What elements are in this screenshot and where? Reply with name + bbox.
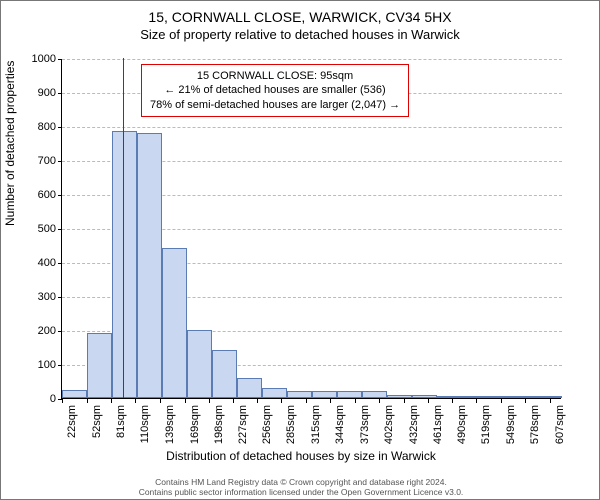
- xtick-mark: [209, 399, 210, 403]
- histogram-bar: [462, 396, 487, 398]
- ytick-label: 400: [16, 257, 56, 269]
- histogram-bar: [112, 131, 137, 398]
- xtick-label: 607sqm: [554, 405, 566, 444]
- xtick-mark: [330, 399, 331, 403]
- xtick-label: 256sqm: [261, 405, 273, 444]
- gridline: [62, 59, 562, 60]
- xtick-mark: [185, 399, 186, 403]
- xtick-label: 198sqm: [213, 405, 225, 444]
- histogram-bar: [287, 391, 312, 398]
- xtick-label: 549sqm: [505, 405, 517, 444]
- xtick-label: 578sqm: [529, 405, 541, 444]
- ytick-label: 0: [16, 393, 56, 405]
- ytick-mark: [58, 365, 62, 366]
- xtick-label: 373sqm: [359, 405, 371, 444]
- xtick-mark: [404, 399, 405, 403]
- page-title: 15, CORNWALL CLOSE, WARWICK, CV34 5HX: [1, 9, 599, 25]
- annotation-line: ← 21% of detached houses are smaller (53…: [150, 83, 400, 97]
- ytick-label: 800: [16, 121, 56, 133]
- ytick-label: 500: [16, 223, 56, 235]
- xtick-mark: [476, 399, 477, 403]
- plot-area: 0100200300400500600700800900100022sqm52s…: [61, 59, 561, 399]
- ytick-mark: [58, 297, 62, 298]
- histogram-bar: [162, 248, 187, 398]
- xtick-mark: [550, 399, 551, 403]
- xtick-label: 169sqm: [189, 405, 201, 444]
- histogram-bar: [537, 396, 562, 398]
- annotation-line: 78% of semi-detached houses are larger (…: [150, 98, 400, 112]
- xtick-label: 139sqm: [164, 405, 176, 444]
- histogram-bar: [262, 388, 287, 398]
- histogram-bar: [362, 391, 387, 398]
- footer: Contains HM Land Registry data © Crown c…: [1, 477, 600, 497]
- x-axis-label: Distribution of detached houses by size …: [1, 449, 600, 463]
- xtick-mark: [452, 399, 453, 403]
- xtick-label: 227sqm: [237, 405, 249, 444]
- xtick-label: 81sqm: [115, 405, 127, 438]
- xtick-label: 285sqm: [285, 405, 297, 444]
- xtick-mark: [62, 399, 63, 403]
- xtick-mark: [525, 399, 526, 403]
- xtick-label: 52sqm: [91, 405, 103, 438]
- histogram-bar: [512, 396, 537, 398]
- xtick-label: 402sqm: [383, 405, 395, 444]
- histogram-bar: [187, 330, 212, 398]
- xtick-mark: [355, 399, 356, 403]
- gridline: [62, 127, 562, 128]
- xtick-mark: [233, 399, 234, 403]
- y-axis-label: Number of detached properties: [3, 61, 17, 226]
- ytick-label: 700: [16, 155, 56, 167]
- footer-line-2: Contains public sector information licen…: [1, 487, 600, 497]
- xtick-mark: [160, 399, 161, 403]
- xtick-label: 110sqm: [139, 405, 151, 443]
- ytick-label: 200: [16, 325, 56, 337]
- ytick-mark: [58, 229, 62, 230]
- annotation-line: 15 CORNWALL CLOSE: 95sqm: [150, 69, 400, 83]
- xtick-label: 490sqm: [456, 405, 468, 444]
- ytick-label: 900: [16, 87, 56, 99]
- xtick-mark: [428, 399, 429, 403]
- ytick-label: 300: [16, 291, 56, 303]
- ytick-mark: [58, 331, 62, 332]
- histogram-bar: [487, 396, 512, 398]
- xtick-label: 461sqm: [432, 405, 444, 444]
- histogram-bar: [87, 333, 112, 398]
- xtick-mark: [135, 399, 136, 403]
- ytick-mark: [58, 161, 62, 162]
- xtick-label: 432sqm: [408, 405, 420, 444]
- ytick-mark: [58, 263, 62, 264]
- xtick-mark: [281, 399, 282, 403]
- ytick-mark: [58, 127, 62, 128]
- annotation-box: 15 CORNWALL CLOSE: 95sqm← 21% of detache…: [141, 64, 409, 117]
- xtick-mark: [379, 399, 380, 403]
- ytick-label: 600: [16, 189, 56, 201]
- histogram-bar: [312, 391, 337, 398]
- xtick-mark: [501, 399, 502, 403]
- xtick-label: 22sqm: [66, 405, 78, 438]
- histogram-bar: [387, 395, 412, 398]
- ytick-mark: [58, 59, 62, 60]
- histogram-bar: [337, 391, 362, 398]
- chart-container: 15, CORNWALL CLOSE, WARWICK, CV34 5HX Si…: [0, 0, 600, 500]
- xtick-mark: [306, 399, 307, 403]
- xtick-mark: [87, 399, 88, 403]
- xtick-mark: [111, 399, 112, 403]
- footer-line-1: Contains HM Land Registry data © Crown c…: [1, 477, 600, 487]
- histogram-bar: [237, 378, 262, 398]
- page-subtitle: Size of property relative to detached ho…: [1, 27, 599, 42]
- histogram-bar: [437, 396, 462, 398]
- reference-line: [123, 58, 124, 398]
- ytick-label: 1000: [16, 53, 56, 65]
- xtick-label: 344sqm: [334, 405, 346, 444]
- histogram-bar: [212, 350, 237, 398]
- ytick-label: 100: [16, 359, 56, 371]
- xtick-label: 519sqm: [480, 405, 492, 444]
- ytick-mark: [58, 93, 62, 94]
- histogram-bar: [137, 133, 162, 398]
- xtick-mark: [257, 399, 258, 403]
- xtick-label: 315sqm: [310, 405, 322, 444]
- ytick-mark: [58, 195, 62, 196]
- histogram-bar: [412, 395, 437, 398]
- histogram-bar: [62, 390, 87, 399]
